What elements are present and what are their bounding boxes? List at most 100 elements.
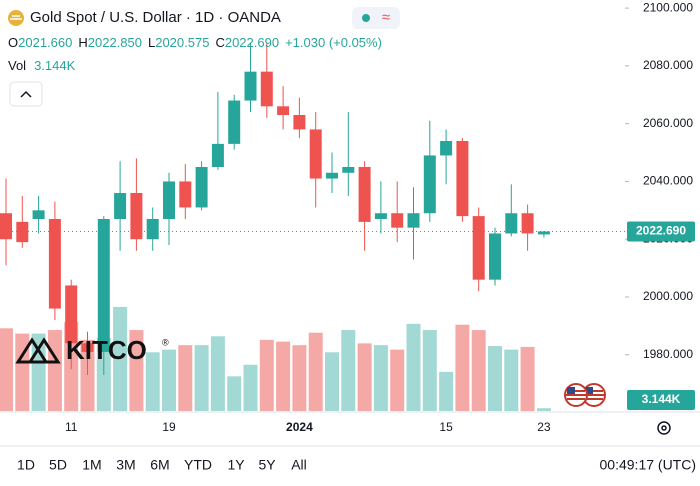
volume-bar [227, 376, 242, 411]
candle-body [163, 181, 175, 220]
last-volume-tag [627, 390, 695, 410]
volume-bar [373, 345, 388, 411]
volume-legend: Vol 3.144K [8, 58, 76, 73]
volume-bar [390, 349, 405, 411]
candle-body [309, 129, 322, 179]
ohlc-legend: O2021.660 H2022.850 L2020.575 C2022.690 +1.0… [8, 35, 382, 50]
candle-body [114, 192, 127, 220]
candle-body [423, 155, 436, 214]
volume-bar [276, 341, 291, 411]
ohlc-value: 2022.690 [225, 35, 279, 50]
range-button[interactable]: All [291, 457, 307, 473]
candle-body [260, 71, 273, 107]
volume-bar [178, 345, 193, 411]
volume-bar [504, 349, 519, 411]
candle-body [179, 181, 192, 208]
candle-body [97, 219, 110, 352]
volume-bar [194, 345, 209, 411]
last-price-tag [627, 221, 695, 242]
range-button[interactable]: 1M [82, 457, 101, 473]
volume-bar [422, 330, 437, 411]
x-tick-label: 2024 [286, 420, 313, 434]
symbol-icon [8, 10, 24, 26]
last-price-label: 2022.690 [636, 224, 686, 238]
range-button[interactable]: 5Y [258, 457, 276, 473]
volume-bar [145, 352, 160, 411]
y-tick-label: 1980.000 [643, 347, 693, 361]
candle-body [293, 114, 306, 130]
candle-body [521, 213, 534, 234]
candle-body [211, 143, 224, 167]
status-badge[interactable] [352, 7, 400, 29]
range-button[interactable]: 6M [150, 457, 169, 473]
candle-body [374, 213, 387, 220]
y-tick-label: 2100.000 [643, 0, 693, 14]
ohlc-key: C [215, 35, 224, 50]
range-button[interactable]: 1D [17, 457, 35, 473]
volume-bar [292, 345, 307, 411]
ohlc-value: 2022.850 [88, 35, 142, 50]
clock: 00:49:17 (UTC) [600, 457, 696, 473]
y-tick-label: 2060.000 [643, 116, 693, 130]
y-tick-label: 2080.000 [643, 58, 693, 72]
volume-bar [15, 333, 30, 411]
candle-body [130, 192, 143, 240]
volume-bar [0, 328, 13, 411]
collapse-button[interactable] [9, 81, 43, 107]
x-tick-label: 19 [162, 420, 176, 434]
volume-bar [471, 330, 486, 411]
volume-pane [0, 306, 551, 411]
volume-legend-value: 3.144K [34, 58, 76, 73]
symbol-title: Gold Spot / U.S. Dollar · 1D · OANDA [30, 9, 281, 26]
volume-bar [243, 364, 258, 411]
candle-body [358, 166, 371, 222]
x-tick-label: 11 [65, 420, 78, 434]
volume-legend-label: Vol [8, 58, 26, 73]
candle-body [16, 221, 29, 243]
candle-body [146, 219, 159, 240]
volume-bar [259, 339, 274, 411]
ohlc-key: L [148, 35, 155, 50]
market-open-dot [362, 14, 370, 22]
volume-bar [455, 324, 470, 411]
candle-body [0, 213, 12, 240]
symbol-icon-mark [10, 15, 22, 20]
candle-body [537, 231, 550, 235]
volume-bar [162, 349, 176, 411]
candle-body [326, 172, 338, 179]
ohlc-value: 2021.660 [18, 35, 72, 50]
volume-bar [47, 330, 62, 411]
candle-body [228, 100, 241, 144]
range-button[interactable]: 5D [49, 457, 67, 473]
volume-bar [210, 336, 225, 411]
y-tick-label: 2040.000 [643, 174, 693, 188]
y-tick-label: 2000.000 [643, 289, 693, 303]
volume-bar [488, 346, 502, 411]
range-button[interactable]: 1Y [227, 457, 245, 473]
settings-icon[interactable] [657, 421, 671, 435]
volume-bar [357, 343, 372, 411]
candle-body [244, 71, 257, 101]
candle-body [32, 210, 45, 220]
logo-icon [15, 337, 61, 364]
volume-bar [341, 330, 356, 411]
candle-body [440, 140, 453, 156]
ohlc-change: +1.030 (+0.05%) [285, 35, 382, 50]
candle-body [65, 285, 78, 344]
badge-icon: ≈ [382, 9, 390, 26]
volume-bar [520, 346, 535, 411]
currency-flags [564, 383, 606, 407]
range-button[interactable]: YTD [184, 457, 212, 473]
volume-bar [308, 332, 323, 411]
volume-bar [113, 306, 128, 411]
volume-bar [325, 352, 339, 411]
volume-bar [536, 408, 551, 411]
range-button[interactable]: 3M [116, 457, 135, 473]
ohlc-key: O [8, 35, 18, 50]
volume-bar [406, 323, 421, 411]
logo-text: KITCO [66, 335, 147, 365]
volume-bar [80, 339, 95, 411]
last-volume-label: 3.144K [642, 392, 681, 406]
